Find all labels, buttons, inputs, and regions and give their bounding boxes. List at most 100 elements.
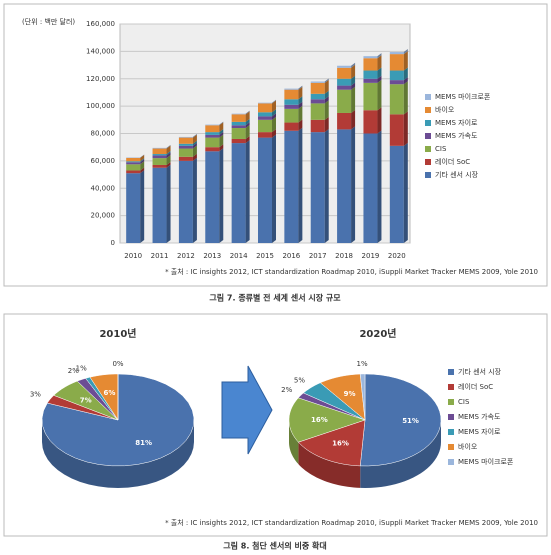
data-label: 3% xyxy=(30,391,41,399)
bar-segment xyxy=(310,81,325,83)
bar-side xyxy=(324,78,329,83)
bar-segment xyxy=(258,102,272,104)
bar-side xyxy=(403,142,408,243)
bar-side xyxy=(298,119,303,131)
bar-segment xyxy=(205,124,220,126)
legend-label: 레이더 SoC xyxy=(458,382,493,391)
bar-segment xyxy=(205,132,220,135)
x-tick-label: 2011 xyxy=(151,252,169,260)
data-label: 6% xyxy=(104,389,116,397)
bar-side xyxy=(351,75,356,86)
y-tick-label: 20,000 xyxy=(91,212,116,220)
bar-side xyxy=(166,164,171,243)
bar-side xyxy=(351,64,356,79)
source-note: * 출처 : IC insights 2012, ICT standardiza… xyxy=(165,267,538,276)
legend-label: MEMS 가속도 xyxy=(435,131,478,140)
bar-side xyxy=(245,135,250,144)
bar-side xyxy=(403,77,408,85)
legend-label: MEMS 마이크로폰 xyxy=(435,92,491,101)
bar-side xyxy=(403,111,408,146)
bar-side xyxy=(219,131,224,138)
bar-segment xyxy=(152,147,167,149)
x-tick-label: 2020 xyxy=(388,252,406,260)
legend-swatch xyxy=(448,414,454,420)
bar-side xyxy=(245,140,250,243)
bar-segment xyxy=(152,158,167,165)
bar-side xyxy=(351,86,356,113)
bar-segment xyxy=(363,110,378,134)
bar-segment xyxy=(205,151,220,243)
bar-side xyxy=(140,167,145,174)
legend-label: 바이오 xyxy=(435,105,455,114)
y-tick-label: 100,000 xyxy=(86,102,115,110)
pie-slice xyxy=(89,373,119,421)
legend-swatch xyxy=(448,444,454,450)
bar-segment xyxy=(337,89,352,113)
pie-slice xyxy=(297,392,366,421)
bar-segment xyxy=(337,129,352,243)
bar-side xyxy=(219,144,224,152)
legend-swatch xyxy=(448,429,454,435)
x-tick-label: 2017 xyxy=(309,252,327,260)
bar-segment xyxy=(178,137,193,144)
bar-segment xyxy=(258,103,272,113)
bar-side xyxy=(324,129,329,243)
pie-side xyxy=(42,420,194,488)
bar-side xyxy=(324,79,329,94)
bar-segment xyxy=(389,84,404,115)
bar-side xyxy=(219,129,224,135)
bar-segment xyxy=(152,154,167,156)
bar-segment xyxy=(152,164,167,168)
bar-side xyxy=(219,121,224,126)
bar-segment xyxy=(258,116,272,120)
bar-segment xyxy=(152,148,167,155)
bar-segment xyxy=(231,138,246,144)
bar-segment xyxy=(310,82,325,94)
bar-segment xyxy=(389,52,404,55)
legend-label: 기타 센서 시장 xyxy=(435,170,479,179)
bar-side xyxy=(298,105,303,123)
bar-side xyxy=(377,55,382,71)
bar-segment xyxy=(284,130,299,243)
legend-label: CIS xyxy=(458,398,470,406)
bar-side xyxy=(245,122,250,129)
bar-segment xyxy=(152,155,167,159)
bar-segment xyxy=(363,78,378,83)
y-tick-label: 120,000 xyxy=(86,75,115,83)
bar-segment xyxy=(337,67,352,79)
bar-segment xyxy=(231,125,246,129)
pie-title: 2020년 xyxy=(359,327,396,340)
legend-label: MEMS 마이크로폰 xyxy=(458,457,514,466)
y-tick-label: 160,000 xyxy=(86,20,115,28)
bar-side xyxy=(192,134,197,144)
pie-slice xyxy=(359,373,366,421)
x-tick-label: 2010 xyxy=(124,252,142,260)
legend-label: CIS xyxy=(435,145,447,153)
bar-segment xyxy=(284,122,299,131)
bar-side xyxy=(192,153,197,161)
bar-side xyxy=(166,155,171,165)
bar-side xyxy=(403,49,408,55)
bar-side xyxy=(192,140,197,146)
bar-side xyxy=(298,85,303,90)
bar-side xyxy=(219,148,224,243)
figure-frame xyxy=(3,3,548,287)
bar-segment xyxy=(284,89,299,100)
x-tick-label: 2012 xyxy=(177,252,195,260)
data-label: 16% xyxy=(332,439,349,447)
bar-segment xyxy=(389,145,404,243)
caption: 그림 7. 종류별 전 세계 센서 시장 규모 xyxy=(209,293,341,303)
bar-side xyxy=(272,100,276,113)
bar-segment xyxy=(126,162,141,165)
bar-segment xyxy=(205,147,220,152)
bar-segment xyxy=(126,157,141,162)
bar-segment xyxy=(231,143,246,243)
bar-side xyxy=(377,79,382,111)
bar-segment xyxy=(152,167,167,243)
bar-segment xyxy=(258,112,272,117)
bar-segment xyxy=(337,112,352,130)
bar-side xyxy=(377,130,382,243)
data-label: 7% xyxy=(80,396,92,404)
bar-segment xyxy=(310,93,325,100)
data-label: 51% xyxy=(402,417,419,425)
